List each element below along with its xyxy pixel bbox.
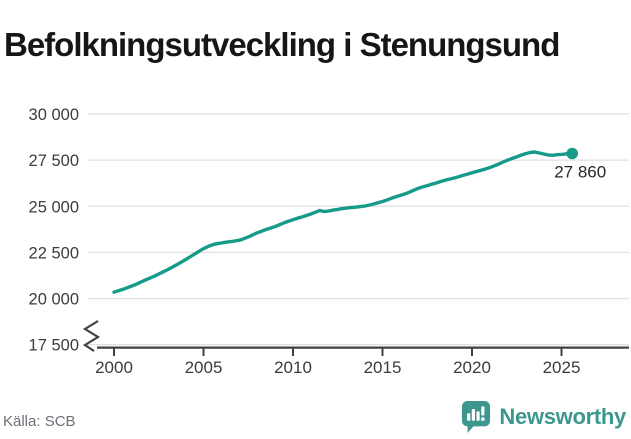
latest-value-dot [566, 147, 578, 160]
x-axis-tick-label: 2005 [185, 358, 223, 377]
y-axis-tick-label: 22 500 [29, 244, 79, 262]
source-label: Källa: SCB [3, 413, 76, 430]
axis-break-icon [82, 320, 101, 352]
chart-title: Befolkningsutveckling i Stenungsund [4, 26, 560, 64]
y-axis-tick-label: 17 500 [29, 337, 79, 355]
newsworthy-icon [462, 401, 491, 433]
x-axis-tick-label: 2020 [453, 358, 491, 377]
newsworthy-wordmark: Newsworthy [499, 403, 626, 429]
y-axis-tick-label: 20 000 [29, 291, 79, 309]
x-axis-tick-label: 2000 [95, 358, 133, 377]
x-axis-tick-label: 2015 [364, 358, 402, 377]
latest-value-label: 27 860 [554, 163, 606, 182]
x-axis-tick-label: 2025 [543, 358, 581, 377]
x-axis-tick-label: 2010 [274, 358, 312, 377]
y-axis-tick-label: 25 000 [29, 198, 79, 216]
y-axis-tick-label: 30 000 [29, 106, 79, 124]
newsworthy-logo[interactable]: Newsworthy [461, 400, 626, 433]
population-line [112, 150, 574, 294]
y-axis-tick-label: 27 500 [29, 152, 79, 170]
